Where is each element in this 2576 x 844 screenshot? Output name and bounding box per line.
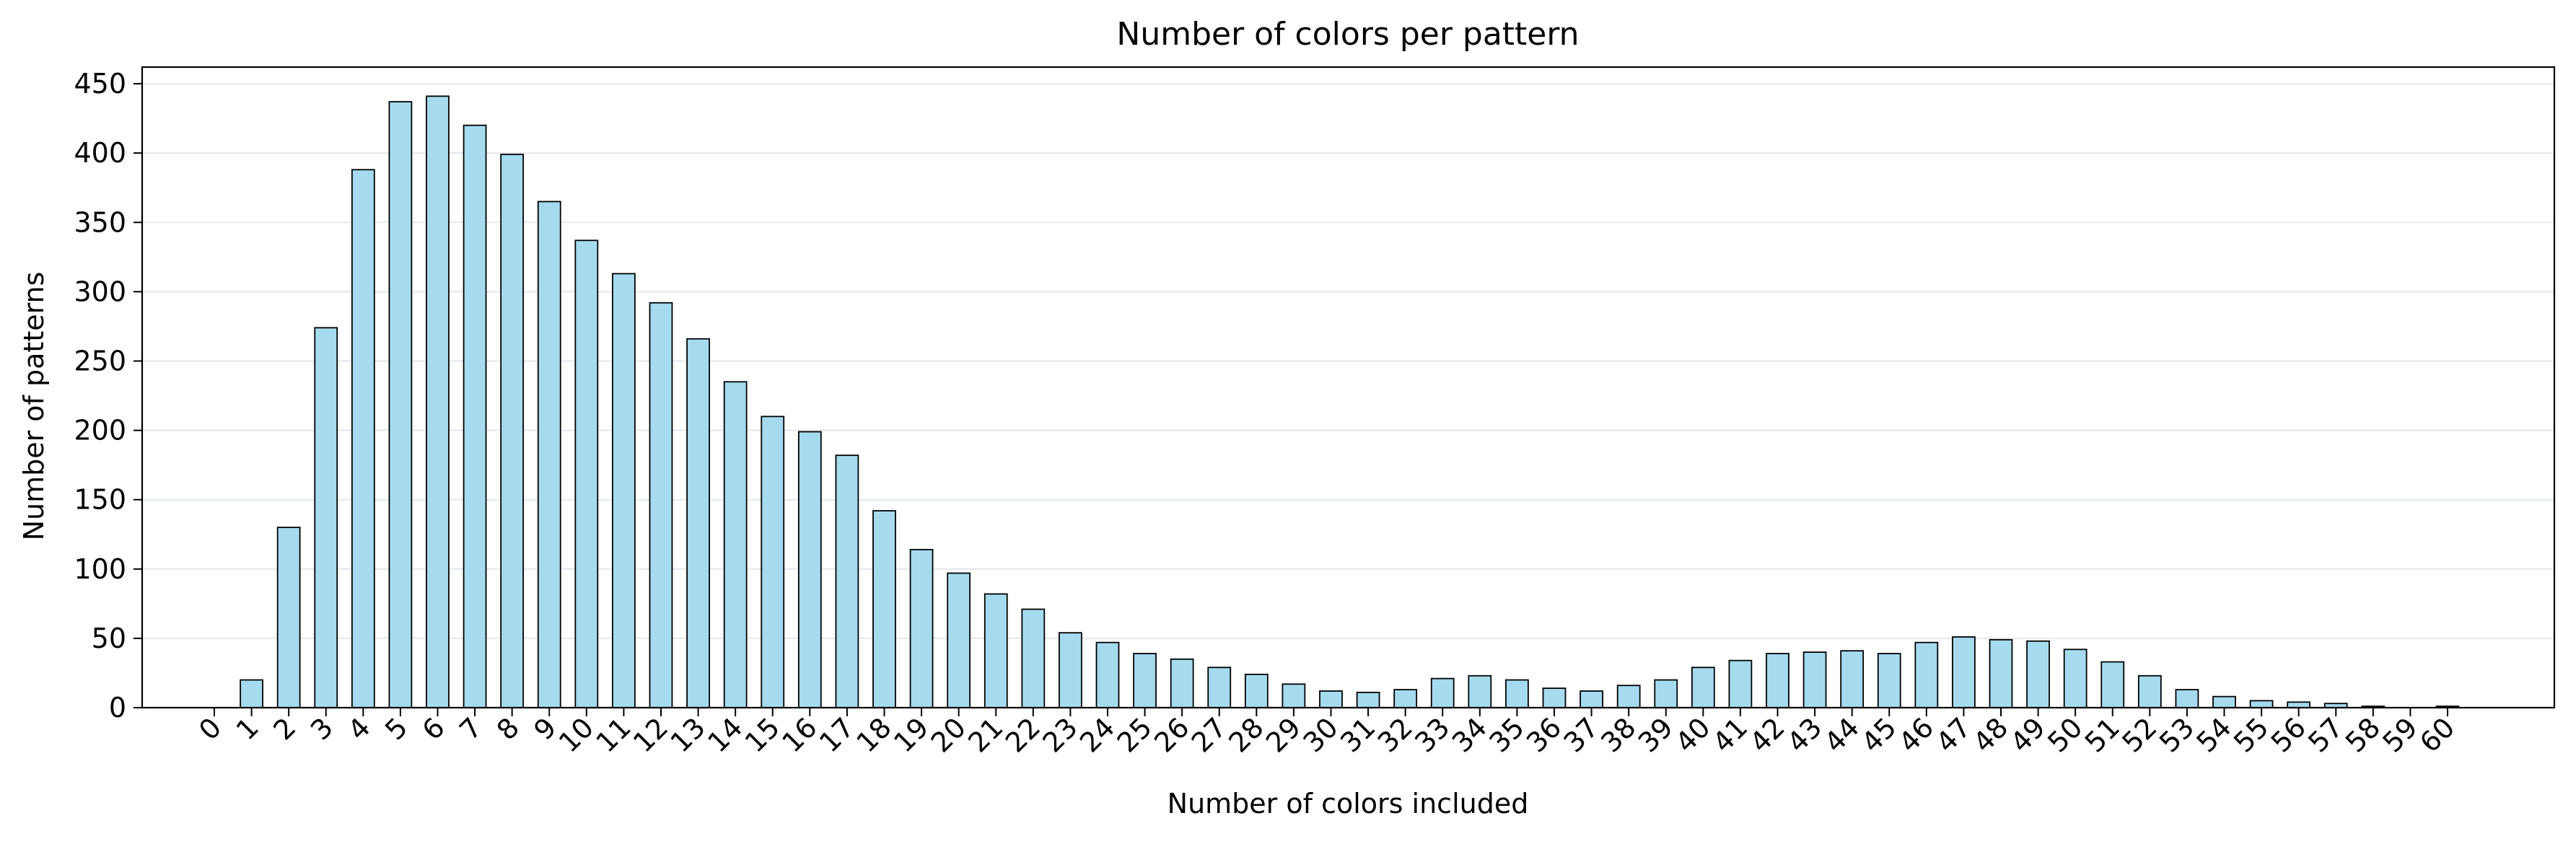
x-tick-label: 2 <box>267 711 302 746</box>
bar-42 <box>1766 653 1789 708</box>
y-tick-label: 300 <box>74 276 126 307</box>
bar-30 <box>1319 690 1343 708</box>
bar-55 <box>2249 700 2274 708</box>
bar-21 <box>983 593 1008 708</box>
x-tick-label: 60 <box>2414 711 2461 758</box>
y-tick-label: 250 <box>74 345 126 377</box>
bar-10 <box>574 239 599 708</box>
bar-34 <box>1468 674 1492 708</box>
bar-20 <box>947 572 971 708</box>
bar-26 <box>1170 658 1194 708</box>
bar-12 <box>649 302 673 708</box>
bar-46 <box>1914 641 1939 708</box>
x-tick-label: 7 <box>453 711 488 746</box>
bar-50 <box>2063 649 2087 708</box>
bar-38 <box>1616 685 1641 708</box>
bar-14 <box>723 381 748 708</box>
bar-52 <box>2137 674 2162 708</box>
x-tick-label: 0 <box>193 711 227 746</box>
bar-4 <box>351 169 375 708</box>
bar-27 <box>1207 667 1232 708</box>
bar-25 <box>1133 653 1157 708</box>
x-tick-label: 8 <box>491 711 525 746</box>
bar-9 <box>537 201 561 708</box>
y-tick-label: 200 <box>74 415 126 447</box>
y-tick-label: 350 <box>74 206 126 238</box>
x-tick-label: 1 <box>230 711 265 746</box>
bar-35 <box>1505 679 1529 708</box>
bar-37 <box>1580 690 1603 708</box>
bar-32 <box>1393 689 1418 708</box>
bar-2 <box>276 527 301 708</box>
bar-3 <box>314 327 338 708</box>
y-tick-label: 400 <box>74 137 126 169</box>
chart-title: Number of colors per pattern <box>1116 16 1579 53</box>
bar-43 <box>1802 651 1827 708</box>
x-axis-label: Number of colors included <box>1167 788 1529 819</box>
bar-28 <box>1244 673 1269 708</box>
x-tick-label: 4 <box>341 711 376 746</box>
bar-13 <box>686 338 710 708</box>
bar-53 <box>2175 689 2199 708</box>
bar-19 <box>909 548 934 708</box>
bar-54 <box>2212 695 2236 708</box>
bar-7 <box>463 124 487 708</box>
x-tick-label: 3 <box>305 711 339 746</box>
bar-16 <box>797 431 822 708</box>
y-tick-label: 100 <box>74 553 126 585</box>
bar-33 <box>1430 677 1455 708</box>
bar-48 <box>1989 638 2013 708</box>
bar-5 <box>388 101 413 708</box>
bar-49 <box>2026 640 2050 708</box>
bar-17 <box>835 454 859 708</box>
y-tick-label: 0 <box>109 692 126 724</box>
bar-31 <box>1356 691 1380 708</box>
bar-15 <box>761 416 785 708</box>
bar-51 <box>2100 661 2125 708</box>
bar-18 <box>872 510 896 708</box>
x-tick-label: 5 <box>379 711 413 746</box>
bar-39 <box>1654 679 1678 708</box>
y-tick-label: 450 <box>74 68 126 100</box>
bar-24 <box>1095 641 1120 708</box>
bar-56 <box>2287 701 2311 708</box>
x-tick-label: 6 <box>416 711 451 746</box>
y-axis-label: Number of patterns <box>18 272 50 541</box>
bar-6 <box>426 95 450 708</box>
y-tick-label: 150 <box>74 484 126 516</box>
bar-11 <box>612 273 636 708</box>
bar-44 <box>1840 650 1865 708</box>
bar-23 <box>1059 632 1082 708</box>
plot-frame <box>141 66 2556 709</box>
bar-45 <box>1877 653 1901 708</box>
bar-47 <box>1952 636 1976 708</box>
y-tick-label: 50 <box>92 623 126 654</box>
bar-41 <box>1728 659 1753 708</box>
bar-8 <box>500 154 525 708</box>
bar-29 <box>1282 683 1306 708</box>
bar-22 <box>1021 608 1046 708</box>
bar-36 <box>1542 687 1567 708</box>
bar-1 <box>240 679 263 708</box>
bar-40 <box>1691 667 1715 708</box>
